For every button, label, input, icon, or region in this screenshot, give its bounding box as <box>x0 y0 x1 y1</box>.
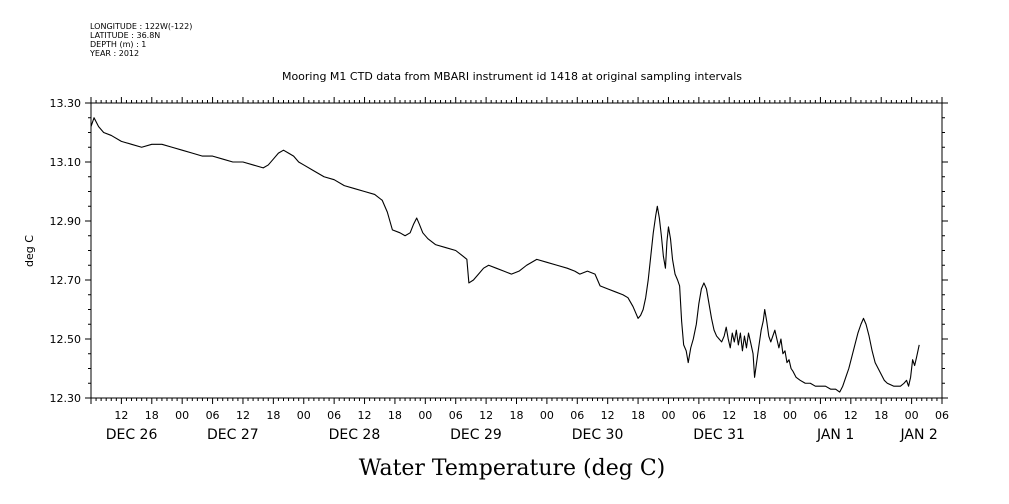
x-day-label: DEC 27 <box>207 427 259 443</box>
x-hour-label: 12 <box>236 409 250 422</box>
x-hour-label: 06 <box>206 409 220 422</box>
y-tick-label: 12.50 <box>50 333 82 346</box>
x-hour-label: 18 <box>753 409 767 422</box>
x-hour-label: 12 <box>114 409 128 422</box>
x-hour-label: 00 <box>297 409 311 422</box>
x-hour-label: 06 <box>692 409 706 422</box>
x-hour-label: 18 <box>266 409 280 422</box>
y-tick-label: 12.30 <box>50 392 82 405</box>
x-hour-label: 00 <box>175 409 189 422</box>
x-hour-label: 12 <box>358 409 372 422</box>
meta-longitude: LONGITUDE : 122W(-122) <box>90 22 193 31</box>
x-hour-label: 06 <box>813 409 827 422</box>
series-layer <box>90 117 920 393</box>
x-day-label: JAN 2 <box>900 427 938 443</box>
x-hour-label: 06 <box>570 409 584 422</box>
x-day-label: JAN 1 <box>816 427 854 443</box>
x-day-label: DEC 30 <box>572 427 624 443</box>
x-day-label: DEC 28 <box>329 427 381 443</box>
x-hour-label: 00 <box>418 409 432 422</box>
series-line-0 <box>90 117 920 393</box>
x-hour-label: 06 <box>449 409 463 422</box>
x-hour-label: 06 <box>327 409 341 422</box>
y-tick-label: 12.70 <box>50 274 82 287</box>
x-day-label: DEC 29 <box>450 427 502 443</box>
meta-latitude: LATITUDE : 36.8N <box>90 31 161 40</box>
x-hour-label: 00 <box>905 409 919 422</box>
x-hour-label: 12 <box>601 409 615 422</box>
y-tick-label: 12.90 <box>50 215 82 228</box>
x-day-label: DEC 26 <box>106 427 158 443</box>
y-tick-label: 13.10 <box>50 156 82 169</box>
x-day-label: DEC 31 <box>693 427 745 443</box>
x-hour-label: 12 <box>479 409 493 422</box>
x-hour-label: 18 <box>145 409 159 422</box>
x-hour-label: 12 <box>722 409 736 422</box>
chart-title: Mooring M1 CTD data from MBARI instrumen… <box>282 70 742 83</box>
x-axis: 12 18 00 06 12 18 00 06 12 18 00 06 12 18 00 06 12 18 00 06… <box>90 97 949 443</box>
x-hour-label: 06 <box>935 409 949 422</box>
x-hour-label: 00 <box>783 409 797 422</box>
x-hour-label: 18 <box>874 409 888 422</box>
x-hour-label: 18 <box>388 409 402 422</box>
x-hour-label: 00 <box>661 409 675 422</box>
y-tick-label: 13.30 <box>50 97 82 110</box>
x-hour-label: 18 <box>631 409 645 422</box>
x-hour-label: 18 <box>510 409 524 422</box>
meta-depth: DEPTH (m) : 1 <box>90 40 147 49</box>
y-axis: 12.30 12.50 12.70 12.90 13.10 13.30 <box>50 97 948 405</box>
x-hour-label: 00 <box>540 409 554 422</box>
plot-frame <box>90 102 943 399</box>
x-hour-label: 12 <box>844 409 858 422</box>
y-axis-label: deg C <box>23 235 36 267</box>
x-axis-label: Water Temperature (deg C) <box>359 456 666 481</box>
meta-year: YEAR : 2012 <box>90 49 140 58</box>
